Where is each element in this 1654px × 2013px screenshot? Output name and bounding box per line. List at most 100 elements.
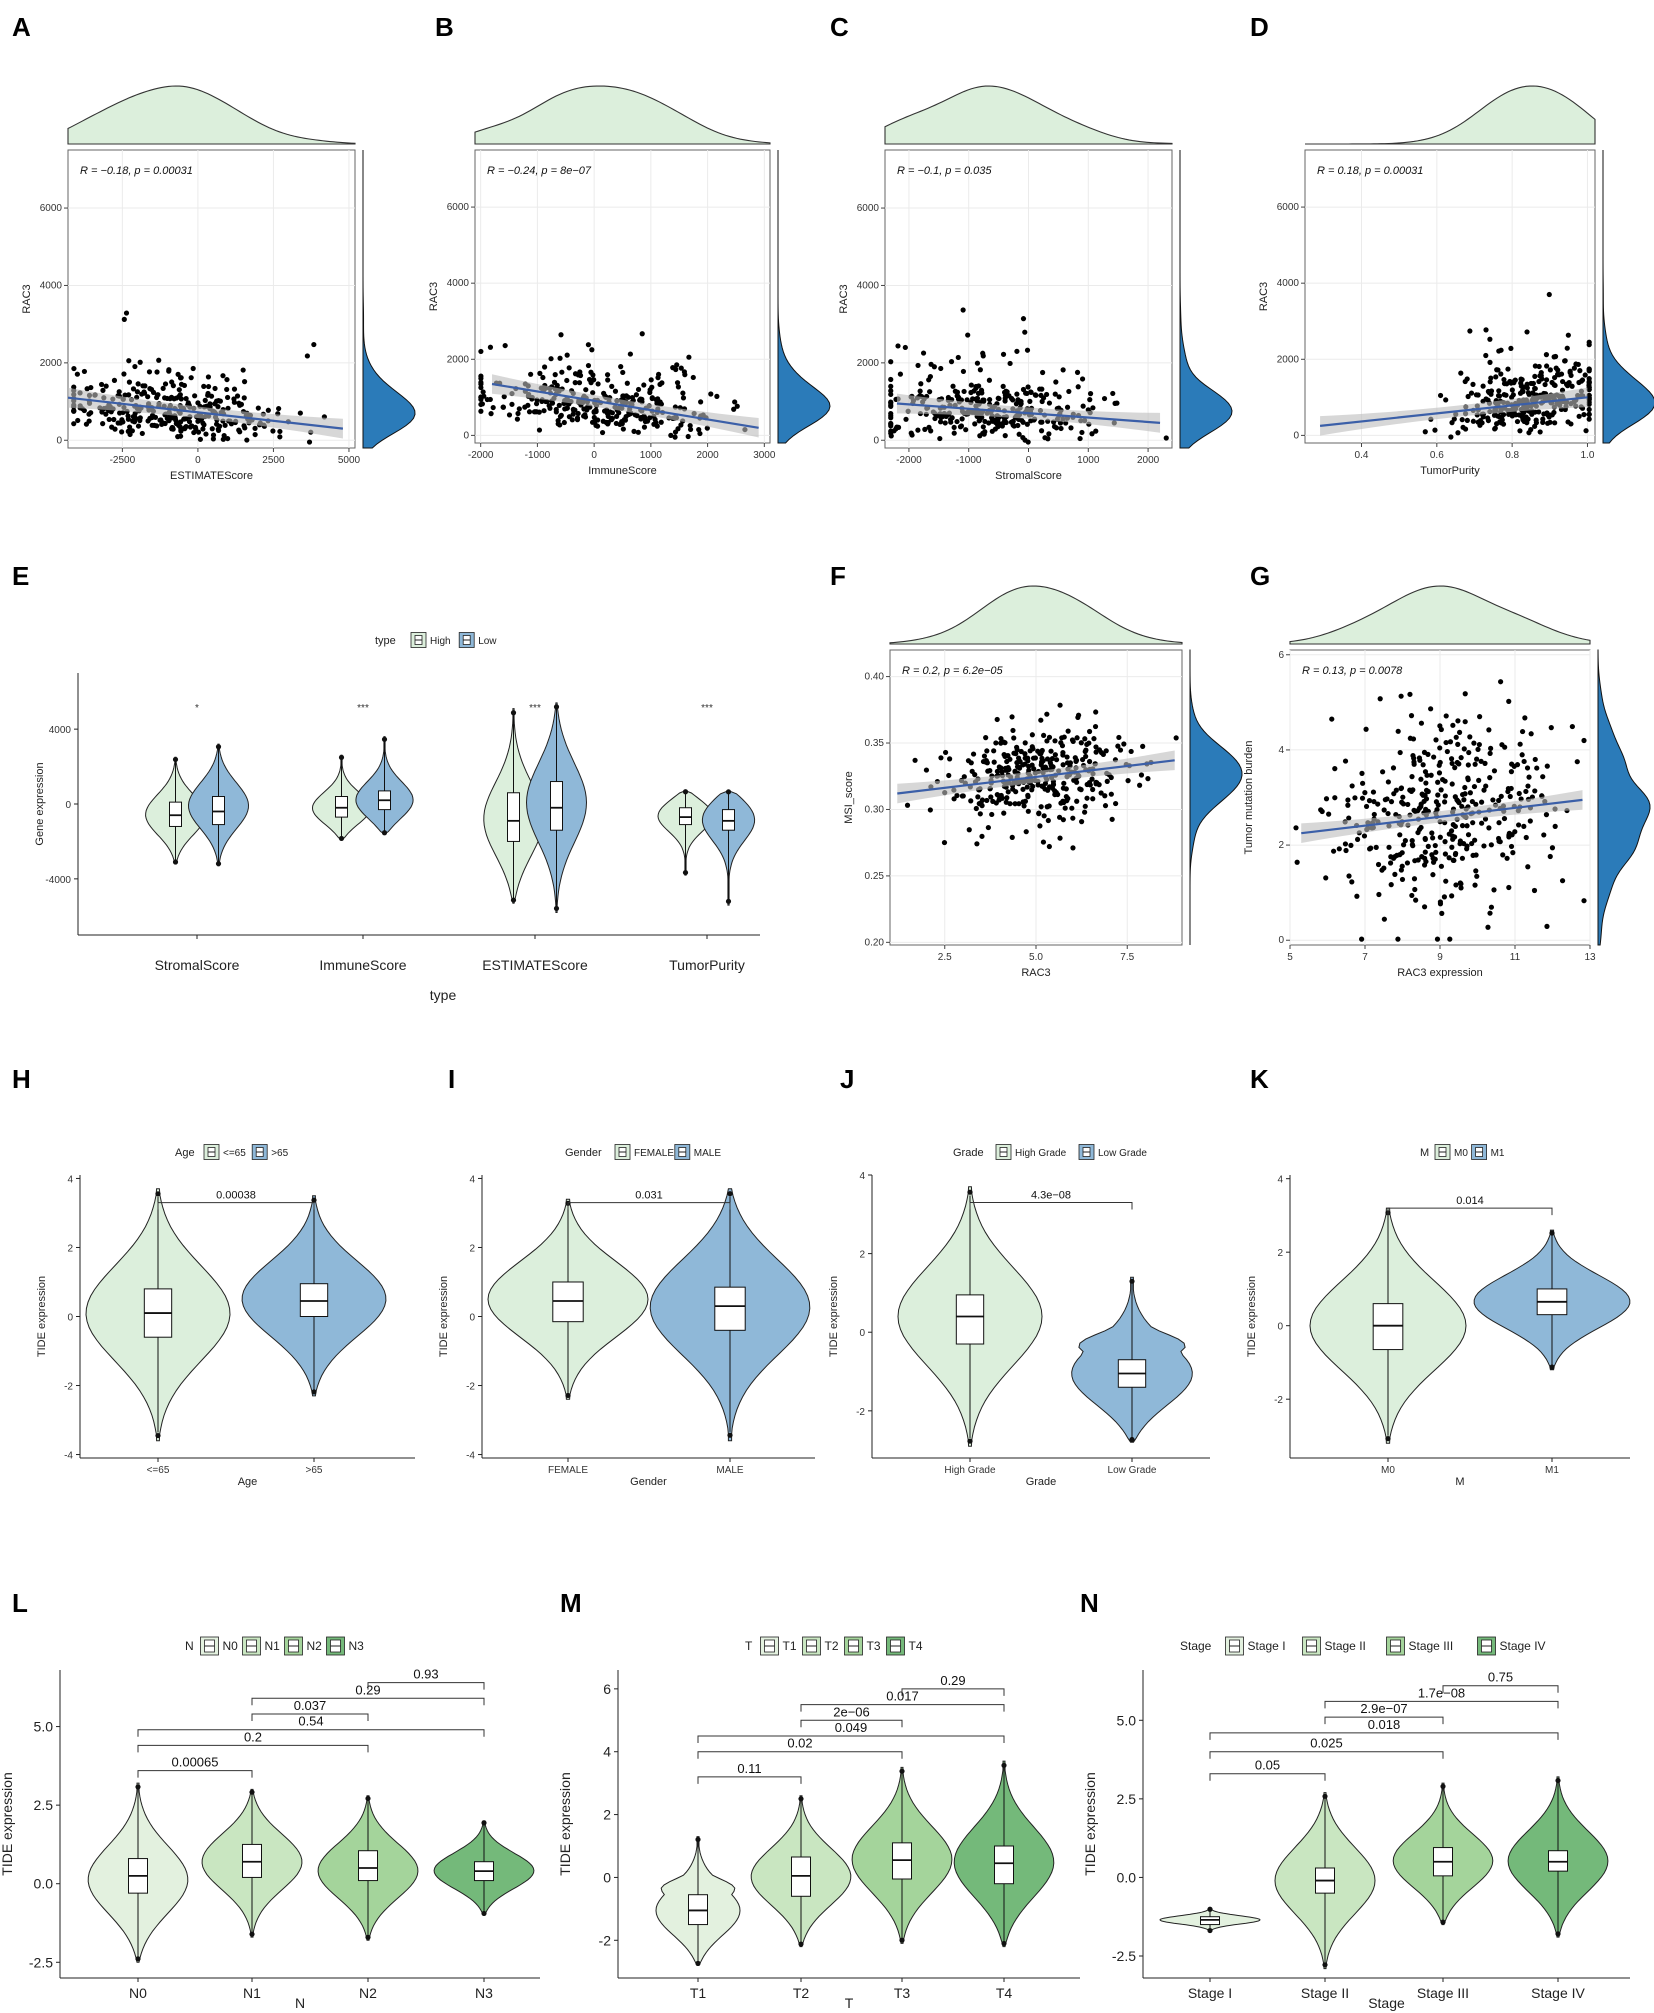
- bracket-line: [137, 1770, 253, 1778]
- data-point: [297, 410, 303, 416]
- regression-line: [896, 402, 1161, 424]
- data-point: [888, 400, 894, 406]
- data-point: [162, 381, 169, 387]
- data-point: [595, 381, 601, 387]
- data-point: [1381, 916, 1387, 922]
- outlier-point: [1129, 1436, 1135, 1443]
- data-point: [1092, 723, 1099, 730]
- data-point: [1536, 378, 1542, 385]
- data-point: [589, 347, 595, 353]
- data-point: [960, 307, 966, 313]
- data-point: [915, 362, 921, 369]
- data-point: [1422, 835, 1428, 842]
- data-point: [1419, 854, 1425, 860]
- data-point: [501, 394, 507, 400]
- data-point: [1470, 820, 1476, 826]
- data-point: [975, 794, 981, 800]
- legend-label: Low Grade: [1098, 1148, 1147, 1159]
- panel-label-l: L: [12, 1588, 28, 1618]
- y-tick-label: 4000: [447, 278, 470, 289]
- data-point: [623, 413, 629, 420]
- p-value-label: 0.29: [940, 1673, 965, 1688]
- data-point: [1421, 798, 1427, 804]
- p-value-label: 4.3e−08: [1031, 1190, 1071, 1202]
- data-point: [1375, 861, 1382, 868]
- data-point: [1003, 799, 1009, 805]
- y-tick-label: 4: [1277, 1175, 1283, 1186]
- bracket-line: [251, 1697, 485, 1706]
- y-tick-label: 0: [463, 430, 469, 441]
- data-point: [1024, 421, 1030, 427]
- data-point: [1005, 753, 1011, 759]
- data-point: [998, 765, 1004, 771]
- p-value-label: 0.049: [835, 1720, 868, 1735]
- bracket-line: [1442, 1685, 1559, 1693]
- data-point: [1027, 398, 1033, 404]
- data-point: [1486, 727, 1492, 733]
- outlier-point: [215, 861, 222, 867]
- data-point: [526, 409, 533, 415]
- data-point: [1376, 891, 1382, 898]
- data-point: [1362, 790, 1368, 796]
- data-point: [1509, 394, 1515, 400]
- top-density: [67, 85, 356, 145]
- data-point: [1519, 414, 1525, 420]
- outlier-point: [1385, 1436, 1391, 1442]
- data-point: [557, 355, 563, 361]
- data-point: [167, 396, 173, 402]
- data-point: [1521, 758, 1527, 765]
- data-point: [1041, 732, 1047, 739]
- data-point: [1163, 435, 1169, 441]
- data-point: [1443, 713, 1449, 719]
- data-point: [1367, 846, 1373, 852]
- data-point: [1023, 829, 1029, 835]
- scatter-panel-d: 0.4 0.6 0.8 1.0 0 2000 4000 6000 TumorPurity RAC3…: [1258, 85, 1654, 477]
- data-point: [1551, 354, 1557, 360]
- data-point: [1581, 737, 1587, 744]
- data-point: [987, 397, 993, 403]
- data-point: [1061, 780, 1067, 786]
- data-point: [1359, 936, 1365, 942]
- box-rect: [994, 1845, 1014, 1885]
- x-tick-label: T1: [690, 1985, 707, 2001]
- data-point: [1453, 734, 1459, 740]
- data-point: [1058, 800, 1064, 806]
- legend-label: Low: [478, 636, 497, 647]
- comparison-bracket: 0.75: [1442, 1670, 1559, 1693]
- data-point: [635, 386, 642, 393]
- data-point: [1435, 779, 1441, 785]
- data-point: [1431, 754, 1437, 760]
- data-point: [734, 403, 740, 409]
- data-point: [1404, 860, 1411, 866]
- data-point: [1474, 756, 1480, 762]
- p-value-label: 0.00038: [216, 1190, 256, 1202]
- box-rect: [550, 781, 563, 831]
- legend-title: type: [375, 635, 396, 647]
- data-point: [895, 424, 902, 430]
- data-point: [241, 379, 248, 385]
- violin-group: [1473, 1229, 1631, 1371]
- data-point: [1345, 802, 1351, 808]
- data-point: [147, 386, 153, 392]
- data-point: [1516, 790, 1522, 797]
- y-axis-label: TIDE expression: [1082, 1772, 1098, 1875]
- y-tick-label: 0: [873, 435, 879, 446]
- x-tick-label: FEMALE: [548, 1465, 588, 1476]
- x-axis-label: ESTIMATEScore: [170, 470, 253, 482]
- data-point: [1504, 855, 1510, 861]
- data-point: [1016, 764, 1022, 770]
- y-axis-label: TIDE expression: [438, 1276, 450, 1357]
- data-point: [100, 421, 106, 427]
- data-point: [1093, 744, 1099, 750]
- data-point: [86, 411, 92, 417]
- data-point: [903, 416, 909, 422]
- data-point: [154, 423, 160, 429]
- comparison-bracket: 0.017: [800, 1689, 1005, 1712]
- y-tick-label: -2.5: [29, 1954, 53, 1970]
- data-point: [708, 391, 714, 397]
- data-point: [668, 432, 674, 438]
- data-point: [181, 382, 188, 389]
- data-point: [1418, 824, 1424, 831]
- x-tick-label: 0.8: [1505, 450, 1519, 461]
